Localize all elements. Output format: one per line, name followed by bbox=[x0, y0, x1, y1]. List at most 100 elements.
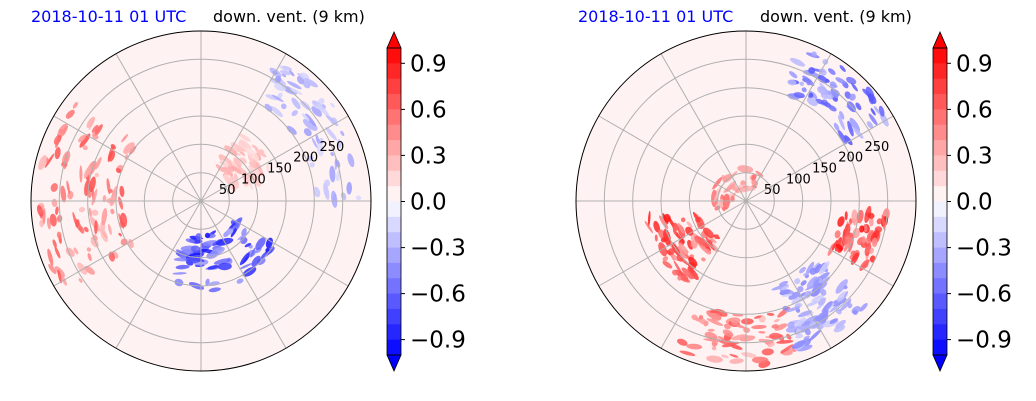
field-cell bbox=[803, 272, 808, 277]
field-cell bbox=[54, 246, 61, 259]
field-cell bbox=[174, 278, 184, 287]
colorbar-extend-max bbox=[386, 31, 402, 49]
field-cell bbox=[86, 247, 92, 252]
field-cell bbox=[57, 269, 62, 284]
field-cell bbox=[47, 248, 54, 266]
field-cell bbox=[844, 135, 853, 146]
field-cell bbox=[50, 183, 58, 192]
field-cell bbox=[237, 231, 250, 241]
field-cell bbox=[56, 231, 62, 239]
field-cell bbox=[94, 156, 102, 170]
field-cell bbox=[686, 343, 703, 350]
field-cell bbox=[687, 266, 699, 281]
field-cell bbox=[676, 338, 688, 346]
field-cell bbox=[695, 239, 699, 244]
field-cell bbox=[817, 86, 828, 95]
field-cell bbox=[741, 352, 757, 358]
field-cell bbox=[843, 235, 853, 252]
panel-2-title-time: 2018-10-11 01 UTC bbox=[578, 7, 734, 26]
field-cell bbox=[118, 232, 122, 237]
field-cell bbox=[811, 51, 817, 57]
field-cell bbox=[695, 216, 701, 223]
field-cell bbox=[79, 165, 83, 183]
field-cell bbox=[781, 293, 793, 297]
field-cell bbox=[817, 74, 828, 84]
field-cell bbox=[812, 282, 823, 293]
field-cell bbox=[265, 247, 269, 252]
field-cell bbox=[291, 110, 298, 117]
field-cell bbox=[774, 323, 788, 331]
field-cell bbox=[868, 113, 878, 126]
field-cell bbox=[808, 329, 822, 342]
field-cell bbox=[839, 65, 846, 72]
field-cell bbox=[731, 334, 749, 341]
field-cell bbox=[281, 73, 287, 78]
field-cell bbox=[94, 172, 99, 178]
field-cell bbox=[711, 346, 717, 351]
field-cell bbox=[866, 121, 874, 129]
colorbar-level bbox=[933, 78, 947, 95]
field-cell bbox=[751, 173, 757, 181]
field-cell bbox=[677, 275, 682, 281]
field-cell bbox=[121, 134, 129, 143]
field-cell bbox=[120, 212, 128, 228]
field-cell bbox=[209, 246, 225, 257]
colorbar-tick-label: −0.9 bbox=[410, 328, 466, 354]
field-cell bbox=[804, 290, 812, 299]
field-cell bbox=[83, 226, 89, 233]
field-cell bbox=[867, 212, 875, 219]
angular-grid-line bbox=[53, 115, 202, 202]
field-cell bbox=[672, 225, 677, 235]
field-cell bbox=[767, 342, 775, 348]
field-cell bbox=[662, 256, 669, 262]
field-cell bbox=[316, 141, 324, 157]
field-cell bbox=[833, 122, 840, 131]
field-cell bbox=[698, 315, 704, 320]
field-cell bbox=[128, 238, 134, 249]
field-cell bbox=[238, 133, 251, 142]
field-cell bbox=[803, 335, 810, 339]
field-cell bbox=[743, 327, 750, 333]
angular-grid-line bbox=[660, 53, 747, 202]
field-cell bbox=[75, 219, 80, 228]
field-cell bbox=[817, 297, 827, 306]
field-cell bbox=[236, 278, 244, 284]
field-cell bbox=[829, 303, 842, 313]
field-cell bbox=[233, 144, 242, 153]
radial-tick-label: 150 bbox=[812, 162, 837, 177]
colorbar-level bbox=[933, 94, 947, 110]
field-cell bbox=[836, 291, 848, 302]
field-cell bbox=[805, 261, 815, 275]
field-cell bbox=[818, 261, 830, 275]
field-cell bbox=[110, 208, 115, 215]
field-cell bbox=[694, 317, 700, 322]
field-cell bbox=[239, 252, 250, 266]
field-cell bbox=[787, 79, 797, 86]
field-cell bbox=[722, 329, 734, 338]
field-cell bbox=[316, 138, 321, 144]
field-cell bbox=[737, 165, 754, 173]
field-cell bbox=[850, 252, 859, 265]
angular-grid-line bbox=[745, 115, 894, 202]
field-cell bbox=[243, 179, 250, 187]
field-cell bbox=[859, 302, 868, 312]
field-cell bbox=[800, 320, 811, 326]
field-cell bbox=[116, 168, 122, 174]
field-cell bbox=[680, 217, 686, 223]
field-cell bbox=[175, 264, 190, 270]
field-cell bbox=[251, 255, 261, 267]
field-cell bbox=[52, 239, 57, 249]
field-cell bbox=[809, 267, 817, 275]
field-cell bbox=[233, 157, 242, 168]
field-cell bbox=[303, 128, 312, 137]
field-cell bbox=[663, 228, 672, 247]
field-cell bbox=[881, 214, 886, 231]
field-cell bbox=[773, 318, 780, 323]
field-cell bbox=[186, 257, 203, 264]
angular-grid-line bbox=[200, 115, 349, 202]
field-cell bbox=[654, 234, 658, 242]
field-cell bbox=[686, 221, 693, 228]
colorbar-tick-label: 0.0 bbox=[410, 190, 447, 216]
field-cell bbox=[39, 219, 44, 228]
